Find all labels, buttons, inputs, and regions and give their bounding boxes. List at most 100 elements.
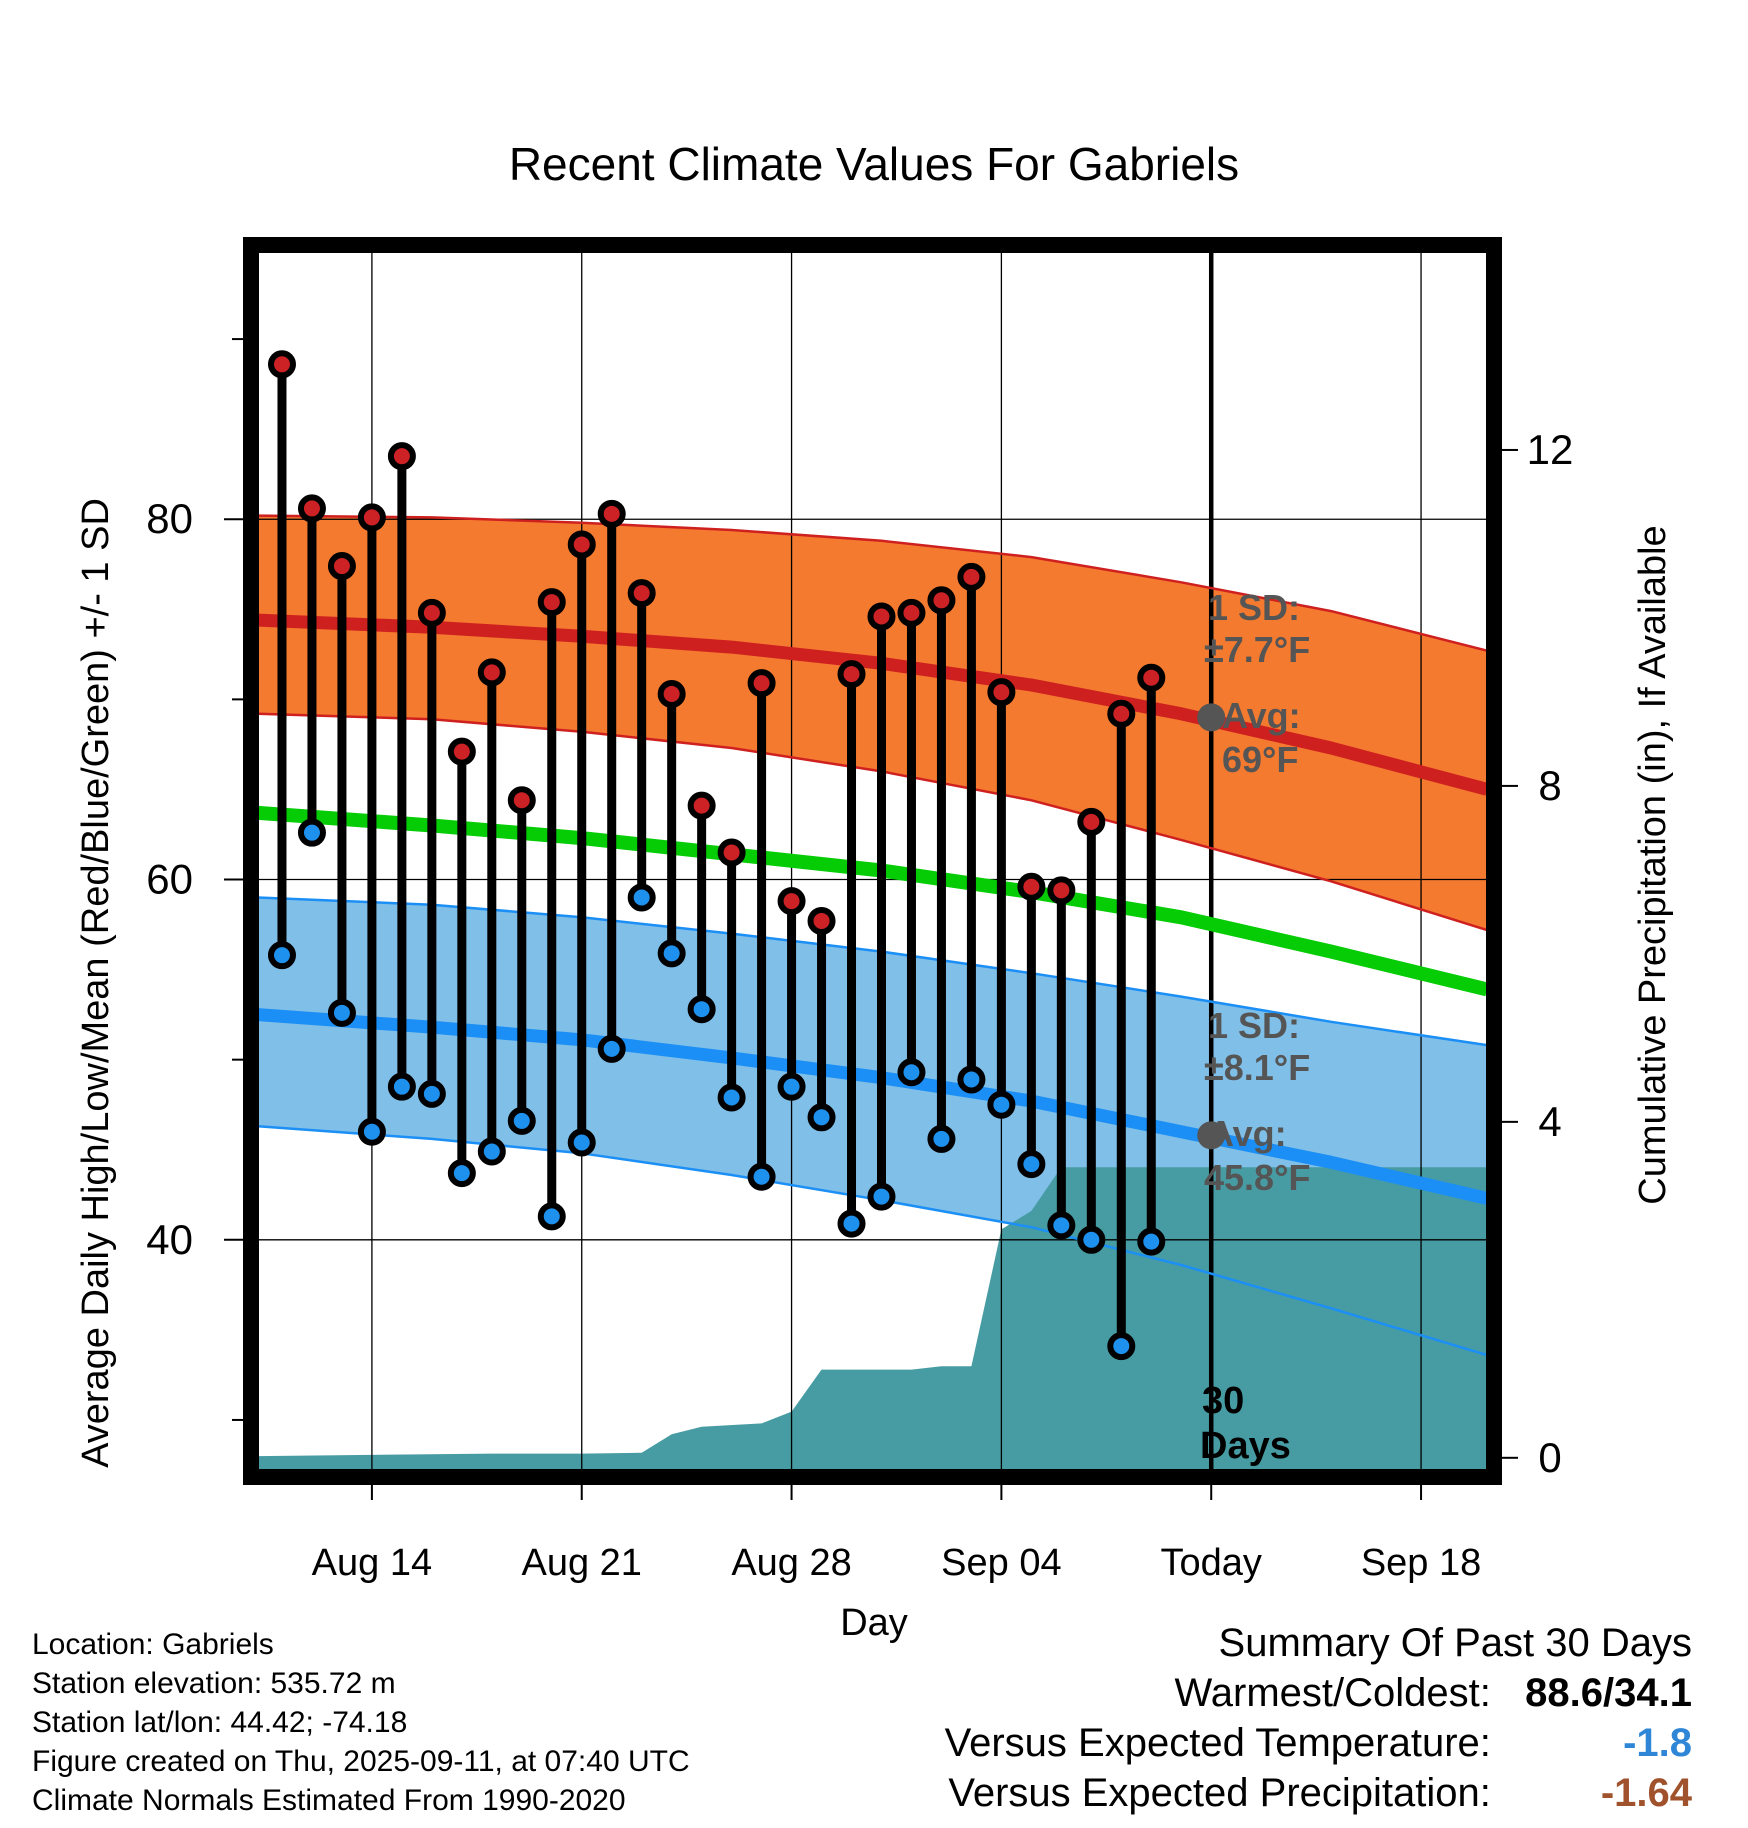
low-point-9	[537, 1202, 566, 1231]
low-point-12	[627, 883, 656, 912]
observed-values	[267, 350, 1166, 1361]
y2-tick-label-1: 4	[1538, 1098, 1561, 1145]
high-point-29	[1137, 663, 1166, 692]
x-tick-label-4: Today	[1161, 1542, 1262, 1584]
high-point-14	[687, 791, 716, 820]
y2-tick-label-3: 12	[1527, 426, 1574, 473]
precipitation-label: Versus Expected Precipitation:	[948, 1771, 1491, 1815]
precipitation-area	[258, 1167, 1487, 1483]
high-point-25	[1017, 872, 1046, 901]
x-tick-label-5: Sep 18	[1361, 1542, 1481, 1584]
chart-title: Recent Climate Values For Gabriels	[509, 138, 1239, 190]
warmest-coldest-value: 88.6/34.1	[1525, 1671, 1692, 1715]
high-point-26	[1047, 876, 1076, 905]
high-point-4	[387, 442, 416, 471]
high-point-11	[597, 499, 626, 528]
y2-tick-label-2: 8	[1538, 762, 1561, 809]
high-sd-upper-edge	[258, 514, 1487, 652]
x-axis-label: Day	[840, 1602, 908, 1644]
high-point-28	[1107, 699, 1136, 728]
latlon-text: Station lat/lon: 44.42; -74.18	[32, 1706, 408, 1739]
high-point-22	[927, 586, 956, 615]
plot-frame	[243, 237, 1502, 1485]
low-point-17	[777, 1072, 806, 1101]
low-point-2	[327, 998, 356, 1027]
low-point-7	[477, 1137, 506, 1166]
low-point-21	[897, 1058, 926, 1087]
low-sd-value: ±8.1°F	[1204, 1047, 1310, 1088]
station-metadata: Location: Gabriels Station elevation: 53…	[32, 1625, 690, 1820]
high-point-13	[657, 679, 686, 708]
low-point-22	[927, 1124, 956, 1153]
high-point-15	[717, 838, 746, 867]
high-avg-marker	[1197, 703, 1226, 732]
low-point-6	[447, 1159, 476, 1188]
high-point-6	[447, 737, 476, 766]
low-avg-label: Avg:	[1208, 1113, 1287, 1154]
y-tick-label-2: 80	[146, 495, 193, 542]
location-text: Location: Gabriels	[32, 1628, 274, 1661]
high-point-9	[537, 588, 566, 617]
warmest-coldest-label: Warmest/Coldest:	[1174, 1671, 1491, 1715]
high-point-1	[297, 494, 326, 523]
x-tick-label-1: Aug 21	[522, 1542, 642, 1584]
high-point-2	[327, 552, 356, 581]
low-point-28	[1107, 1332, 1136, 1361]
high-point-18	[807, 906, 836, 935]
period-unit: Days	[1200, 1425, 1291, 1467]
low-point-20	[867, 1182, 896, 1211]
created-text: Figure created on Thu, 2025-09-11, at 07…	[32, 1745, 690, 1778]
low-point-29	[1137, 1227, 1166, 1256]
elevation-text: Station elevation: 535.72 m	[32, 1667, 396, 1700]
low-point-5	[417, 1079, 446, 1108]
high-point-12	[627, 579, 656, 608]
summary-warmest-coldest: Warmest/Coldest: 88.6/34.1	[945, 1668, 1693, 1718]
y2-axis-label: Cumulative Precipitation (in), If Availa…	[1632, 525, 1674, 1204]
high-avg-label: Avg:	[1222, 695, 1301, 736]
y-tick-label-1: 60	[146, 856, 193, 903]
high-point-3	[357, 503, 386, 532]
normals-text: Climate Normals Estimated From 1990-2020	[32, 1784, 626, 1817]
low-avg-value: 45.8°F	[1204, 1157, 1310, 1198]
y2-tick-label-0: 0	[1538, 1434, 1561, 1481]
low-avg-marker	[1197, 1121, 1226, 1150]
low-point-19	[837, 1209, 866, 1238]
high-point-5	[417, 598, 446, 627]
high-point-21	[897, 598, 926, 627]
low-point-10	[567, 1128, 596, 1157]
x-tick-label-0: Aug 14	[312, 1542, 432, 1584]
summary-heading: Summary Of Past 30 Days	[1218, 1621, 1692, 1665]
low-point-14	[687, 995, 716, 1024]
low-point-15	[717, 1083, 746, 1112]
high-point-0	[267, 350, 296, 379]
temperature-label: Versus Expected Temperature:	[944, 1721, 1491, 1765]
low-point-27	[1077, 1225, 1106, 1254]
y-axis-label: Average Daily High/Low/Mean (Red/Blue/Gr…	[75, 498, 117, 1468]
low-point-25	[1017, 1150, 1046, 1179]
high-point-16	[747, 669, 776, 698]
summary-precipitation: Versus Expected Precipitation: -1.64	[945, 1768, 1692, 1818]
low-point-3	[357, 1117, 386, 1146]
low-point-13	[657, 939, 686, 968]
low-point-11	[597, 1034, 626, 1063]
low-point-8	[507, 1106, 536, 1135]
low-point-26	[1047, 1211, 1076, 1240]
low-point-23	[957, 1065, 986, 1094]
high-sd-label: 1 SD:	[1208, 587, 1300, 628]
high-point-24	[987, 678, 1016, 707]
low-point-24	[987, 1090, 1016, 1119]
low-sd-label: 1 SD:	[1208, 1005, 1300, 1046]
high-point-23	[957, 562, 986, 591]
high-point-17	[777, 887, 806, 916]
precipitation-layer	[258, 1167, 1487, 1483]
x-tick-label-3: Sep 04	[941, 1542, 1061, 1584]
high-point-8	[507, 786, 536, 815]
high-sd-band	[258, 515, 1487, 930]
low-point-1	[297, 818, 326, 847]
temperature-value: -1.8	[1623, 1721, 1692, 1765]
y-tick-label-0: 40	[146, 1216, 193, 1263]
high-point-7	[477, 658, 506, 687]
high-point-27	[1077, 807, 1106, 836]
